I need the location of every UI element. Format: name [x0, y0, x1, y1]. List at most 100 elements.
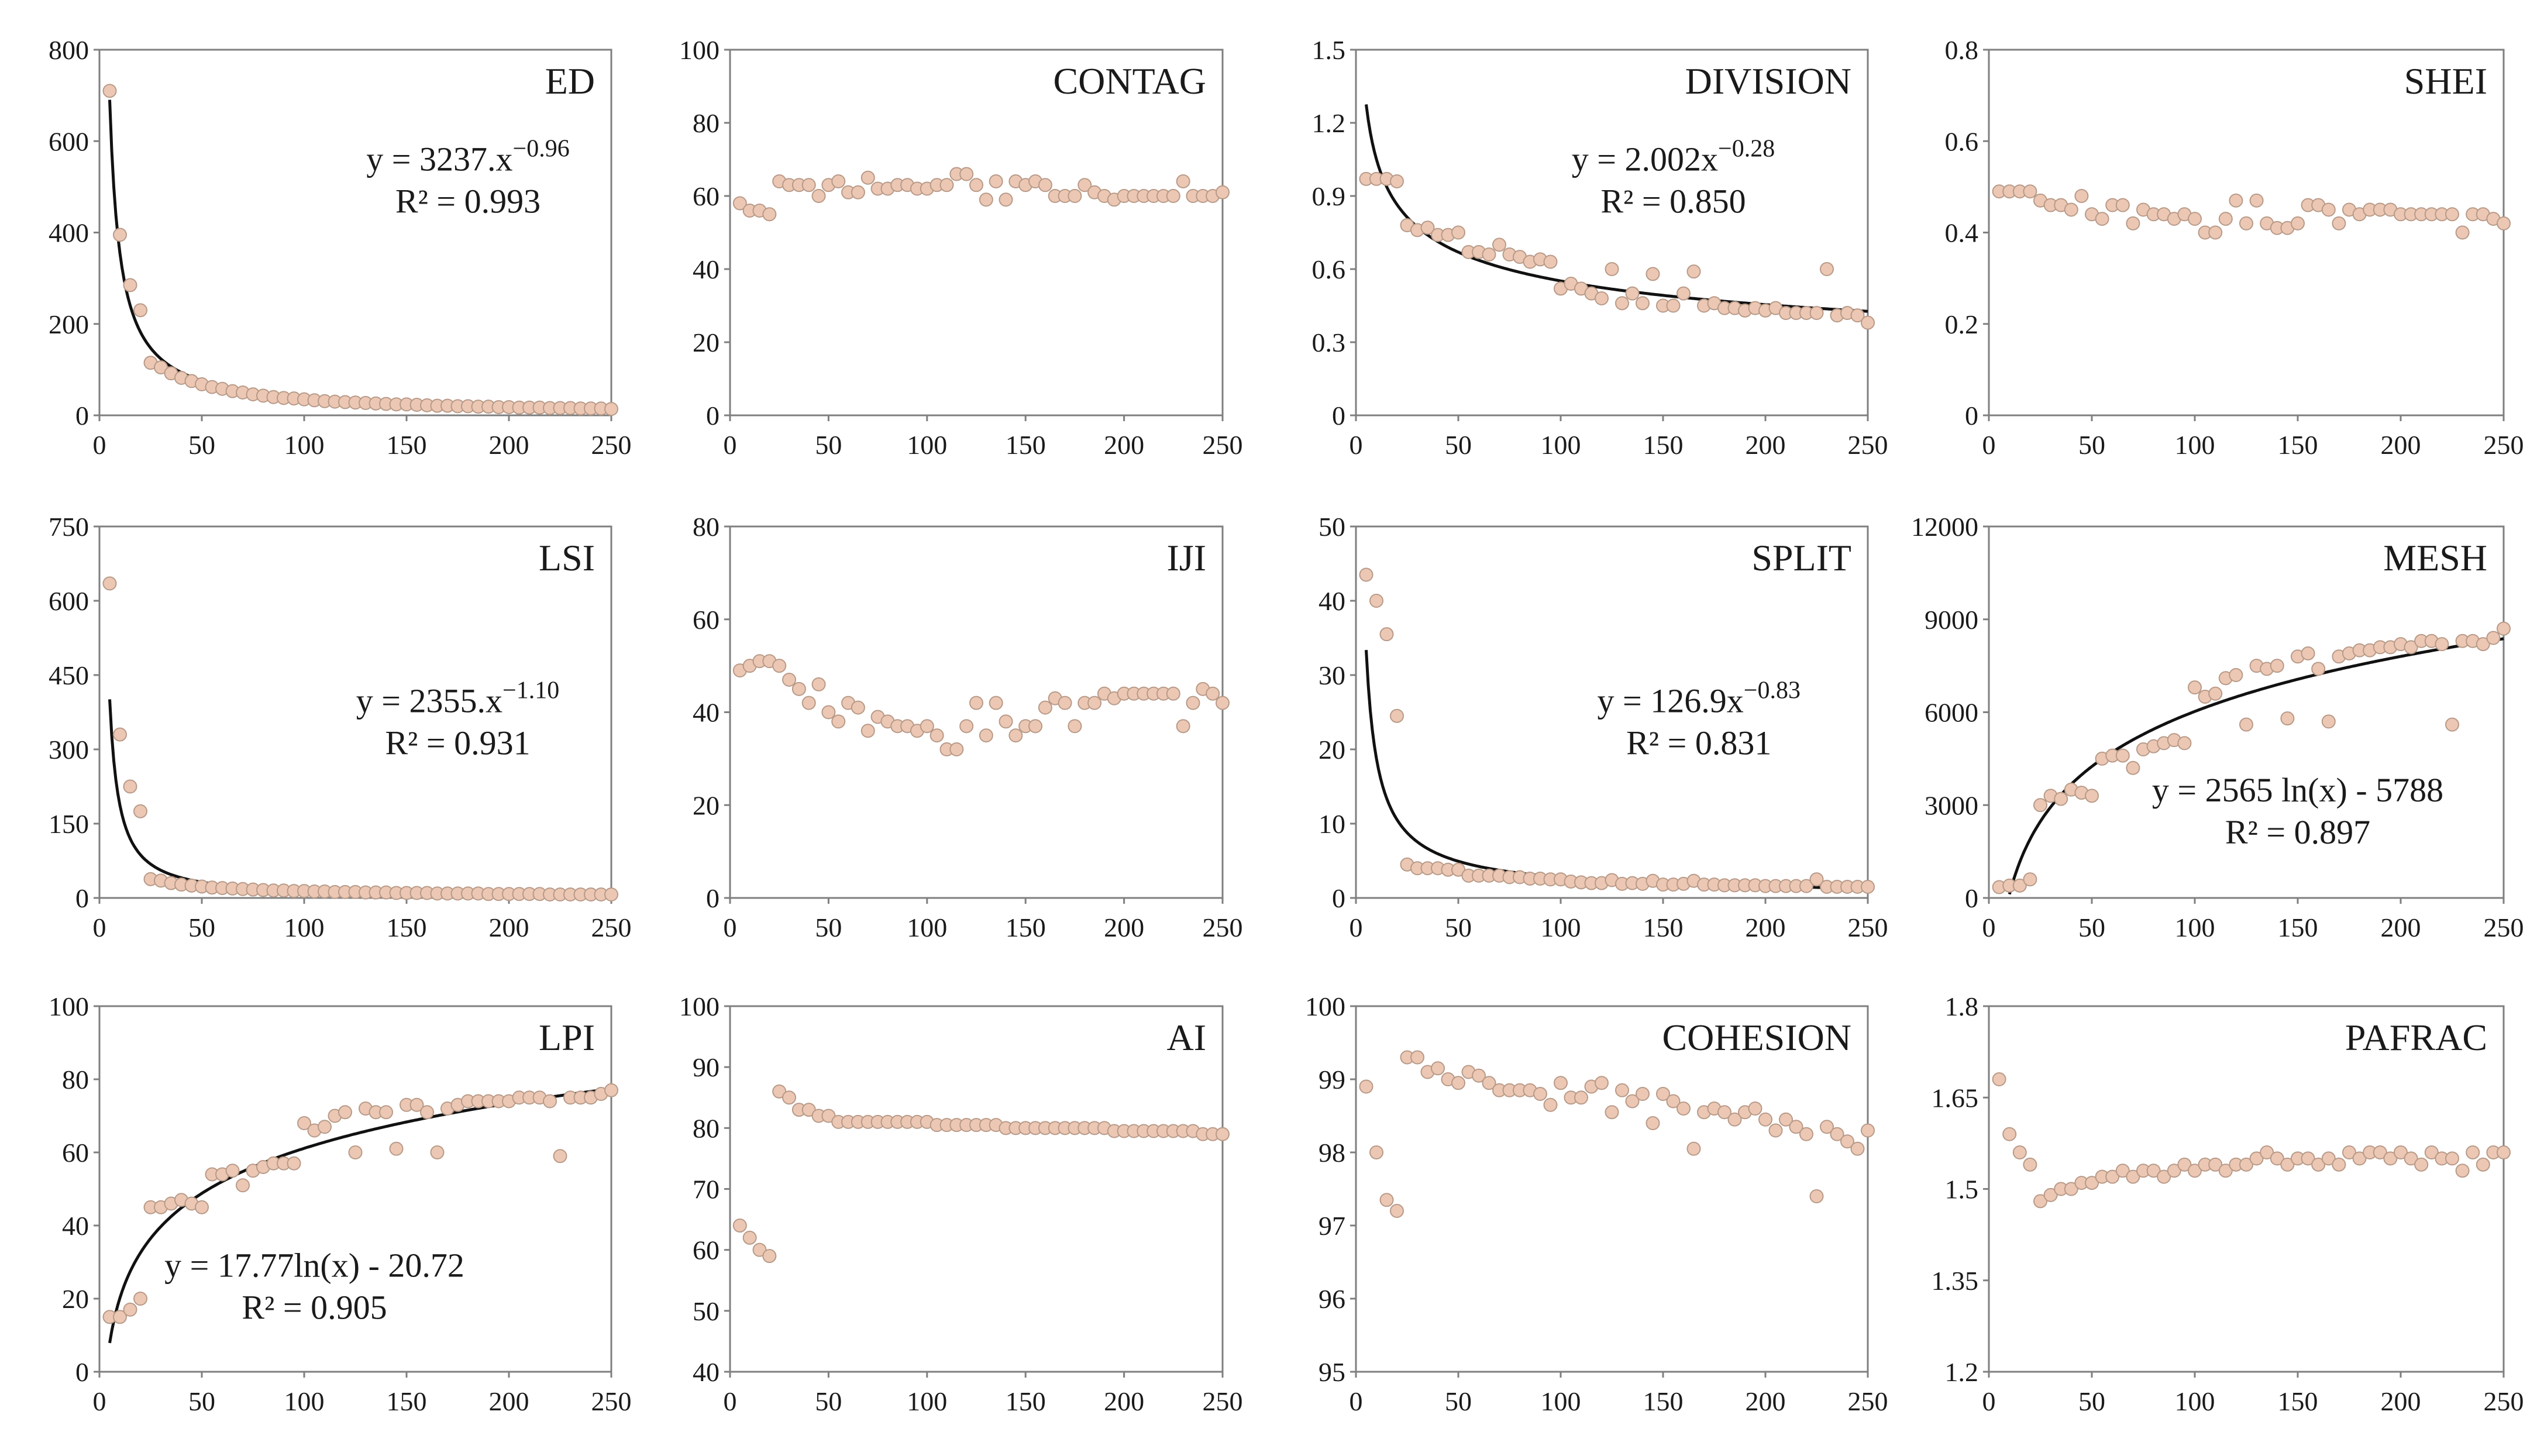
data-point	[2497, 1145, 2511, 1159]
x-tick-label: 150	[1643, 1386, 1684, 1416]
data-point	[762, 207, 777, 222]
data-point	[2064, 202, 2078, 217]
plot-frame	[98, 49, 612, 417]
data-point	[2188, 1164, 2202, 1178]
y-tick-label: 20	[62, 1284, 89, 1314]
data-point	[1799, 879, 1813, 893]
data-point	[2404, 640, 2418, 655]
data-point	[1166, 189, 1180, 203]
data-point	[979, 728, 993, 743]
x-tick-label: 0	[1350, 1386, 1363, 1416]
data-point	[920, 719, 934, 734]
x-tick-label: 0	[1350, 430, 1363, 460]
data-point	[2497, 216, 2511, 230]
x-tick-label: 150	[387, 1386, 427, 1416]
data-point	[1482, 247, 1496, 261]
y-tick-label: 0.6	[1312, 254, 1346, 284]
data-point	[2177, 1157, 2192, 1172]
x-tick-label: 0	[93, 913, 106, 942]
data-point	[742, 1230, 757, 1245]
data-point	[2311, 662, 2326, 676]
x-tick-label: 100	[1541, 913, 1581, 942]
x-tick-label: 0	[1982, 1386, 1996, 1416]
data-point	[2208, 686, 2223, 701]
plot-frame	[98, 525, 612, 899]
panel-title: DIVISION	[1685, 60, 1851, 102]
trend-line	[1365, 104, 1868, 313]
data-point	[1359, 567, 1373, 582]
data-point	[1451, 225, 1465, 240]
data-point	[2373, 1145, 2387, 1159]
data-point	[1410, 1050, 1424, 1065]
data-point	[851, 700, 865, 715]
data-point	[2332, 1157, 2346, 1172]
data-point	[1068, 719, 1082, 734]
x-tick-label: 50	[2078, 913, 2105, 942]
data-point	[1666, 1094, 1681, 1109]
data-point	[2239, 216, 2253, 230]
fit-exponent: −0.83	[1744, 677, 1801, 704]
data-point	[2043, 1187, 2058, 1202]
data-point	[949, 742, 964, 756]
x-tick-label: 250	[591, 430, 632, 460]
data-point	[2146, 1164, 2161, 1178]
data-point	[1216, 185, 1230, 199]
data-point	[2301, 646, 2315, 660]
plot-frame	[729, 525, 1224, 899]
plot-frame	[1355, 49, 1869, 417]
x-tick-label: 150	[1006, 430, 1046, 460]
data-point	[860, 724, 875, 738]
x-tick-label: 200	[1104, 430, 1144, 460]
data-point	[999, 714, 1013, 729]
x-tick-label: 50	[815, 1386, 842, 1416]
data-point	[389, 1141, 404, 1156]
plot-frame	[729, 1005, 1224, 1373]
data-point	[732, 196, 747, 211]
fit-exponent: −0.96	[513, 135, 570, 162]
chart-cohesion: 95 96 97 98 99 100 0 50 100 150 200 250 COHESION	[1305, 992, 1888, 1416]
data-point	[123, 1302, 137, 1317]
data-point	[1390, 708, 1404, 723]
data-point	[1605, 262, 1619, 276]
data-point	[2414, 1157, 2429, 1172]
x-tick-label: 250	[591, 913, 632, 942]
y-tick-label: 1.35	[1932, 1266, 1979, 1296]
data-point	[1390, 174, 1404, 188]
x-tick-label: 50	[815, 430, 842, 460]
y-tick-label: 80	[693, 1113, 720, 1143]
data-point	[1087, 696, 1102, 710]
x-tick-label: 200	[1104, 1386, 1144, 1416]
data-point	[2321, 202, 2336, 217]
data-point	[1809, 306, 1824, 320]
chart-ed: 0 200 400 600 800 0 50 100 150 200 250 ED y = 3237.x…	[49, 35, 632, 460]
r-squared: R² = 0.897	[2225, 813, 2370, 851]
data-point	[1359, 1079, 1373, 1094]
data-point	[2383, 1151, 2398, 1166]
data-point	[2424, 1145, 2439, 1159]
trend-line	[108, 699, 611, 897]
data-point	[1840, 1134, 1854, 1149]
data-point	[1186, 696, 1200, 710]
data-point	[1078, 178, 1092, 192]
data-point	[930, 728, 944, 743]
data-point	[2466, 1145, 2480, 1159]
panel-title: ED	[545, 60, 595, 102]
data-point	[2177, 736, 2192, 751]
y-tick-label: 99	[1319, 1065, 1345, 1094]
y-tick-label: 60	[693, 1235, 720, 1265]
data-point	[762, 1249, 777, 1264]
data-point	[2270, 659, 2284, 673]
x-tick-label: 0	[1982, 913, 1996, 942]
data-point	[2023, 1157, 2037, 1172]
panel-title: AI	[1166, 1017, 1206, 1058]
x-tick-label: 250	[2484, 1386, 2524, 1416]
data-point	[2342, 1145, 2356, 1159]
data-point	[1492, 237, 1506, 252]
x-tick-label: 50	[1445, 430, 1472, 460]
y-tick-label: 20	[693, 328, 720, 357]
x-tick-label: 100	[907, 913, 947, 942]
data-point	[2445, 717, 2459, 732]
plot-frame	[98, 1005, 612, 1373]
data-point	[236, 1178, 250, 1193]
x-tick-label: 50	[815, 913, 842, 942]
